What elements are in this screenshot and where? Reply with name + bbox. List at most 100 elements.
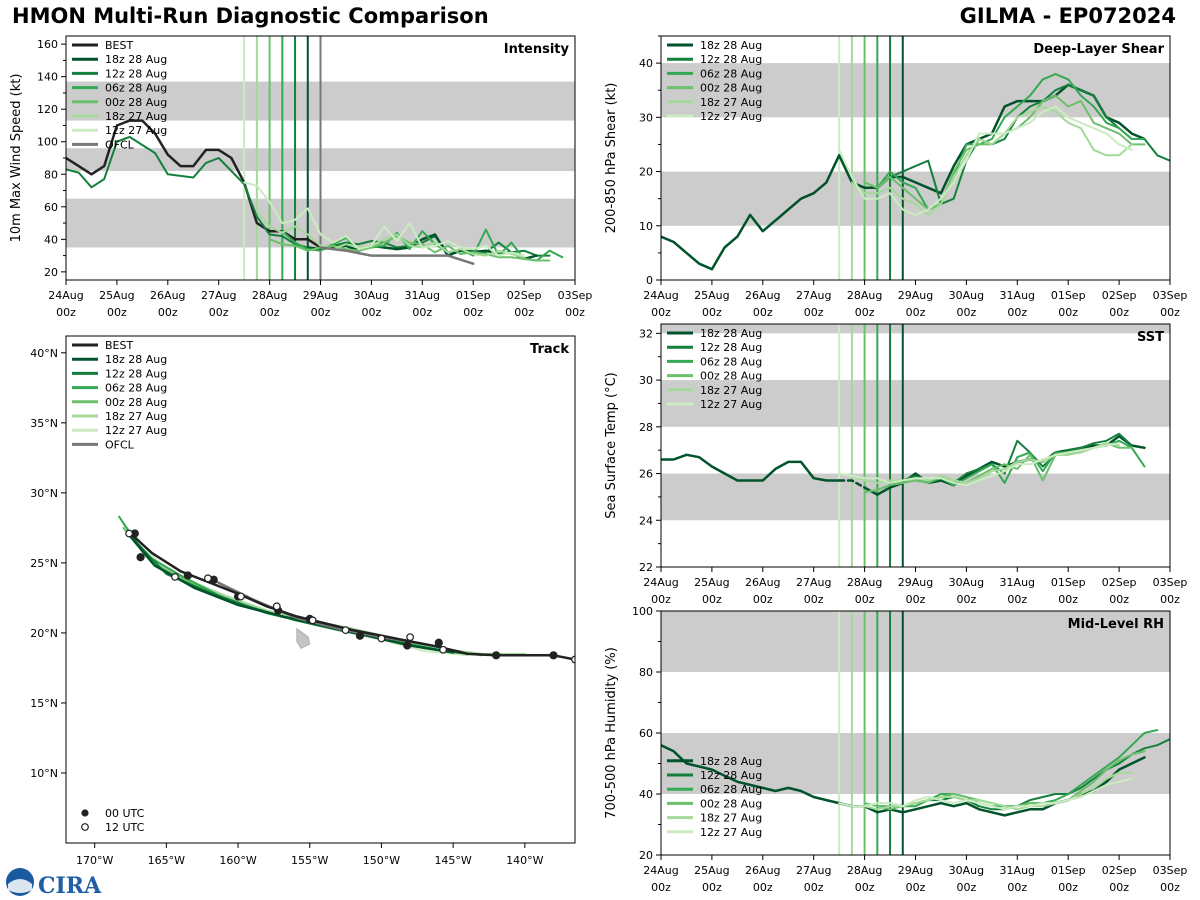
intensity-xtick-label-date: 27Aug [201,289,236,302]
shear-xtick-label-hour: 00z [957,306,977,319]
intensity-ytick-label: 80 [44,168,58,181]
sst-plot-area [661,324,1170,567]
shear-ytick-label: 10 [639,220,653,233]
cira-logo-text: CIRA [38,873,102,899]
sst-threshold-band [661,380,1170,427]
intensity-xtick-label-date: 01Sep [456,289,491,302]
track-xtick-label: 165°W [148,854,185,867]
track-ytick-label: 20°N [30,627,58,640]
track-legend-label: 18z 28 Aug [105,353,167,366]
track-point-12utc [272,602,281,611]
noaa-emblem-wave [8,879,32,893]
shear-ytick-label: 0 [646,274,653,287]
rh-threshold-band [661,611,1170,672]
sst-xtick-label-hour: 00z [702,593,722,606]
sst-xtick-label-hour: 00z [753,593,773,606]
sst-xtick-label-hour: 00z [1109,593,1129,606]
shear-xtick-label-date: 28Aug [847,289,882,302]
rh-legend-label: 18z 28 Aug [700,755,762,768]
track-xtick-label: 140°W [506,854,543,867]
intensity-legend-label: 18z 27 Aug [105,110,167,123]
intensity-ytick-label: 40 [44,233,58,246]
track-point-12utc [377,634,386,643]
track-legend-label: 00z 28 Aug [105,396,167,409]
track-series-line [208,577,426,646]
sst-title: SST [1137,330,1164,345]
rh-legend-label: 00z 28 Aug [700,797,762,810]
track-point-12utc [406,633,415,642]
shear-xtick-label-date: 29Aug [898,289,933,302]
track-legend-label: 06z 28 Aug [105,382,167,395]
intensity-ytick-label: 160 [37,38,58,51]
shear-series-line [876,73,1146,211]
legend-label-12utc: 12 UTC [105,821,145,834]
rh-xtick-label-date: 01Sep [1051,864,1086,877]
shear-xtick-label-date: 30Aug [949,289,984,302]
sst-ytick-label: 24 [639,514,653,527]
track-xtick-label: 170°W [76,854,113,867]
intensity-xtick-label-hour: 00z [463,306,483,319]
track-point-00utc [355,631,365,640]
intensity-xtick-label-hour: 00z [565,306,585,319]
track-legend-label: BEST [105,339,133,352]
intensity-ytick-label: 140 [37,71,58,84]
track-ytick-label: 25°N [30,557,58,570]
sst-xtick-label-hour: 00z [651,593,671,606]
sst-xtick-label-hour: 00z [906,593,926,606]
shear-xtick-label-hour: 00z [804,306,824,319]
rh-xtick-label-date: 30Aug [949,864,984,877]
shear-xtick-label-date: 03Sep [1153,289,1188,302]
rh-plot-area [661,611,1170,855]
track-point-12utc [125,529,133,538]
shear-legend-label: 18z 27 Aug [700,96,762,109]
intensity-legend-label: 18z 28 Aug [105,53,167,66]
intensity-series-line [243,181,526,257]
intensity-panel: 20 40 60 80 100 120 140 160 24Aug 00z 25Aug 00z 26Au… [9,35,592,319]
intensity-xtick-label-hour: 00z [311,306,331,319]
shear-title: Deep-Layer Shear [1033,42,1164,57]
page-title: HMON Multi-Run Diagnostic Comparison [12,4,489,28]
track-legend-label: 12z 27 Aug [105,424,167,437]
intensity-xtick-label-hour: 00z [209,306,229,319]
rh-ylabel: 700-500 hPa Humidity (%) [604,647,619,819]
intensity-legend-label: BEST [105,39,133,52]
rh-xtick-label-hour: 00z [1109,881,1129,894]
sst-xtick-label-hour: 00z [957,593,977,606]
rh-legend-label: 12z 27 Aug [700,826,762,839]
track-xtick-label: 145°W [434,854,471,867]
rh-ytick-label: 60 [639,727,653,740]
rh-xtick-label-hour: 00z [906,881,926,894]
sst-ylabel: Sea Surface Temp (°C) [604,372,619,519]
intensity-ytick-label: 120 [37,103,58,116]
track-panel: 10°N 15°N 20°N 25°N 30°N 35°N 40°N 170°W 165°W 16… [30,335,576,867]
shear-legend-label: 06z 28 Aug [700,67,762,80]
sst-legend-label: 18z 27 Aug [700,384,762,397]
track-point-12utc [237,592,245,601]
rh-ytick-label: 20 [639,849,653,862]
shear-series-line [838,105,1133,216]
sst-legend-label: 18z 28 Aug [700,327,762,340]
shear-xtick-label-date: 26Aug [745,289,780,302]
rh-xtick-label-date: 31Aug [1000,864,1035,877]
sst-series-line [837,479,866,489]
cira-logo: CIRA [6,868,102,899]
rh-xtick-label-hour: 00z [804,881,824,894]
sst-ytick-label: 32 [639,327,653,340]
track-point-00utc [492,651,501,660]
track-xtick-label: 155°W [291,854,328,867]
shear-legend-label: 12z 27 Aug [700,110,762,123]
intensity-xtick-label-date: 26Aug [150,289,185,302]
intensity-xtick-label-date: 24Aug [48,289,83,302]
sst-legend-label: 12z 27 Aug [700,398,762,411]
shear-xtick-label-hour: 00z [702,306,722,319]
intensity-xtick-label-date: 31Aug [405,289,440,302]
intensity-series-line [255,210,526,259]
shear-ylabel: 200-850 hPa Shear (kt) [604,83,619,234]
rh-xtick-label-date: 03Sep [1153,864,1188,877]
track-ytick-label: 15°N [30,697,58,710]
track-point-12utc [439,645,447,654]
shear-xtick-label-date: 31Aug [1000,289,1035,302]
shear-xtick-label-hour: 00z [1160,306,1180,319]
